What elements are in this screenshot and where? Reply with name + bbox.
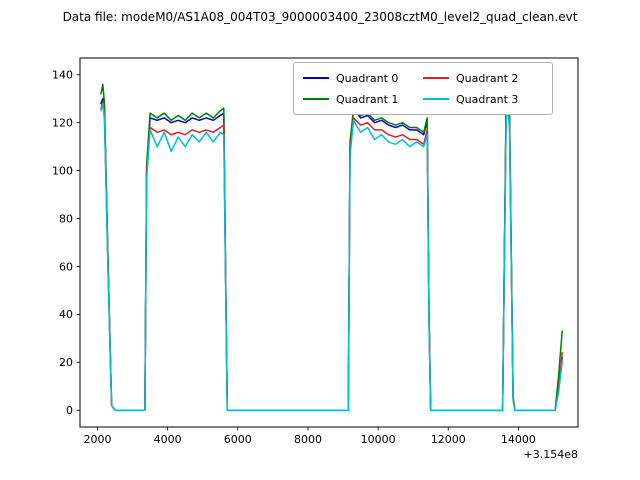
chart-title: Data file: modeM0/AS1A08_004T03_90000034… — [62, 10, 578, 24]
legend-line-swatch — [423, 77, 449, 79]
legend-label: Quadrant 3 — [456, 92, 519, 106]
x-tick-label: 10000 — [361, 433, 396, 446]
x-tick-label: 2000 — [84, 433, 112, 446]
legend-label: Quadrant 1 — [336, 92, 399, 106]
y-tick-label: 80 — [59, 212, 73, 225]
x-tick-label: 4000 — [154, 433, 182, 446]
x-tick-label: 14000 — [501, 433, 536, 446]
legend-entry: Quadrant 0 — [303, 72, 423, 85]
axes-background — [80, 58, 578, 427]
y-tick-label: 60 — [59, 260, 73, 273]
y-tick-label: 0 — [66, 404, 73, 417]
legend-label: Quadrant 0 — [336, 71, 399, 85]
legend: Quadrant 0 Quadrant 1 Quadrant 2 Quadrant 3 — [293, 62, 553, 115]
legend-entry: Quadrant 2 — [423, 72, 543, 85]
y-tick-label: 100 — [52, 164, 73, 177]
x-tick-label: 8000 — [294, 433, 322, 446]
y-tick-label: 40 — [59, 308, 73, 321]
legend-entry: Quadrant 3 — [423, 93, 543, 106]
legend-entry: Quadrant 1 — [303, 93, 423, 106]
legend-line-swatch — [303, 98, 329, 100]
y-tick-label: 120 — [52, 117, 73, 130]
legend-line-swatch — [423, 98, 449, 100]
legend-label: Quadrant 2 — [456, 71, 519, 85]
y-tick-label: 20 — [59, 356, 73, 369]
x-axis-offset-label: +3.154e8 — [523, 448, 578, 461]
legend-line-swatch — [303, 77, 329, 79]
x-tick-label: 12000 — [431, 433, 466, 446]
x-tick-label: 6000 — [224, 433, 252, 446]
y-tick-label: 140 — [52, 69, 73, 82]
axes-frame — [79, 57, 579, 428]
series-line — [100, 102, 563, 411]
